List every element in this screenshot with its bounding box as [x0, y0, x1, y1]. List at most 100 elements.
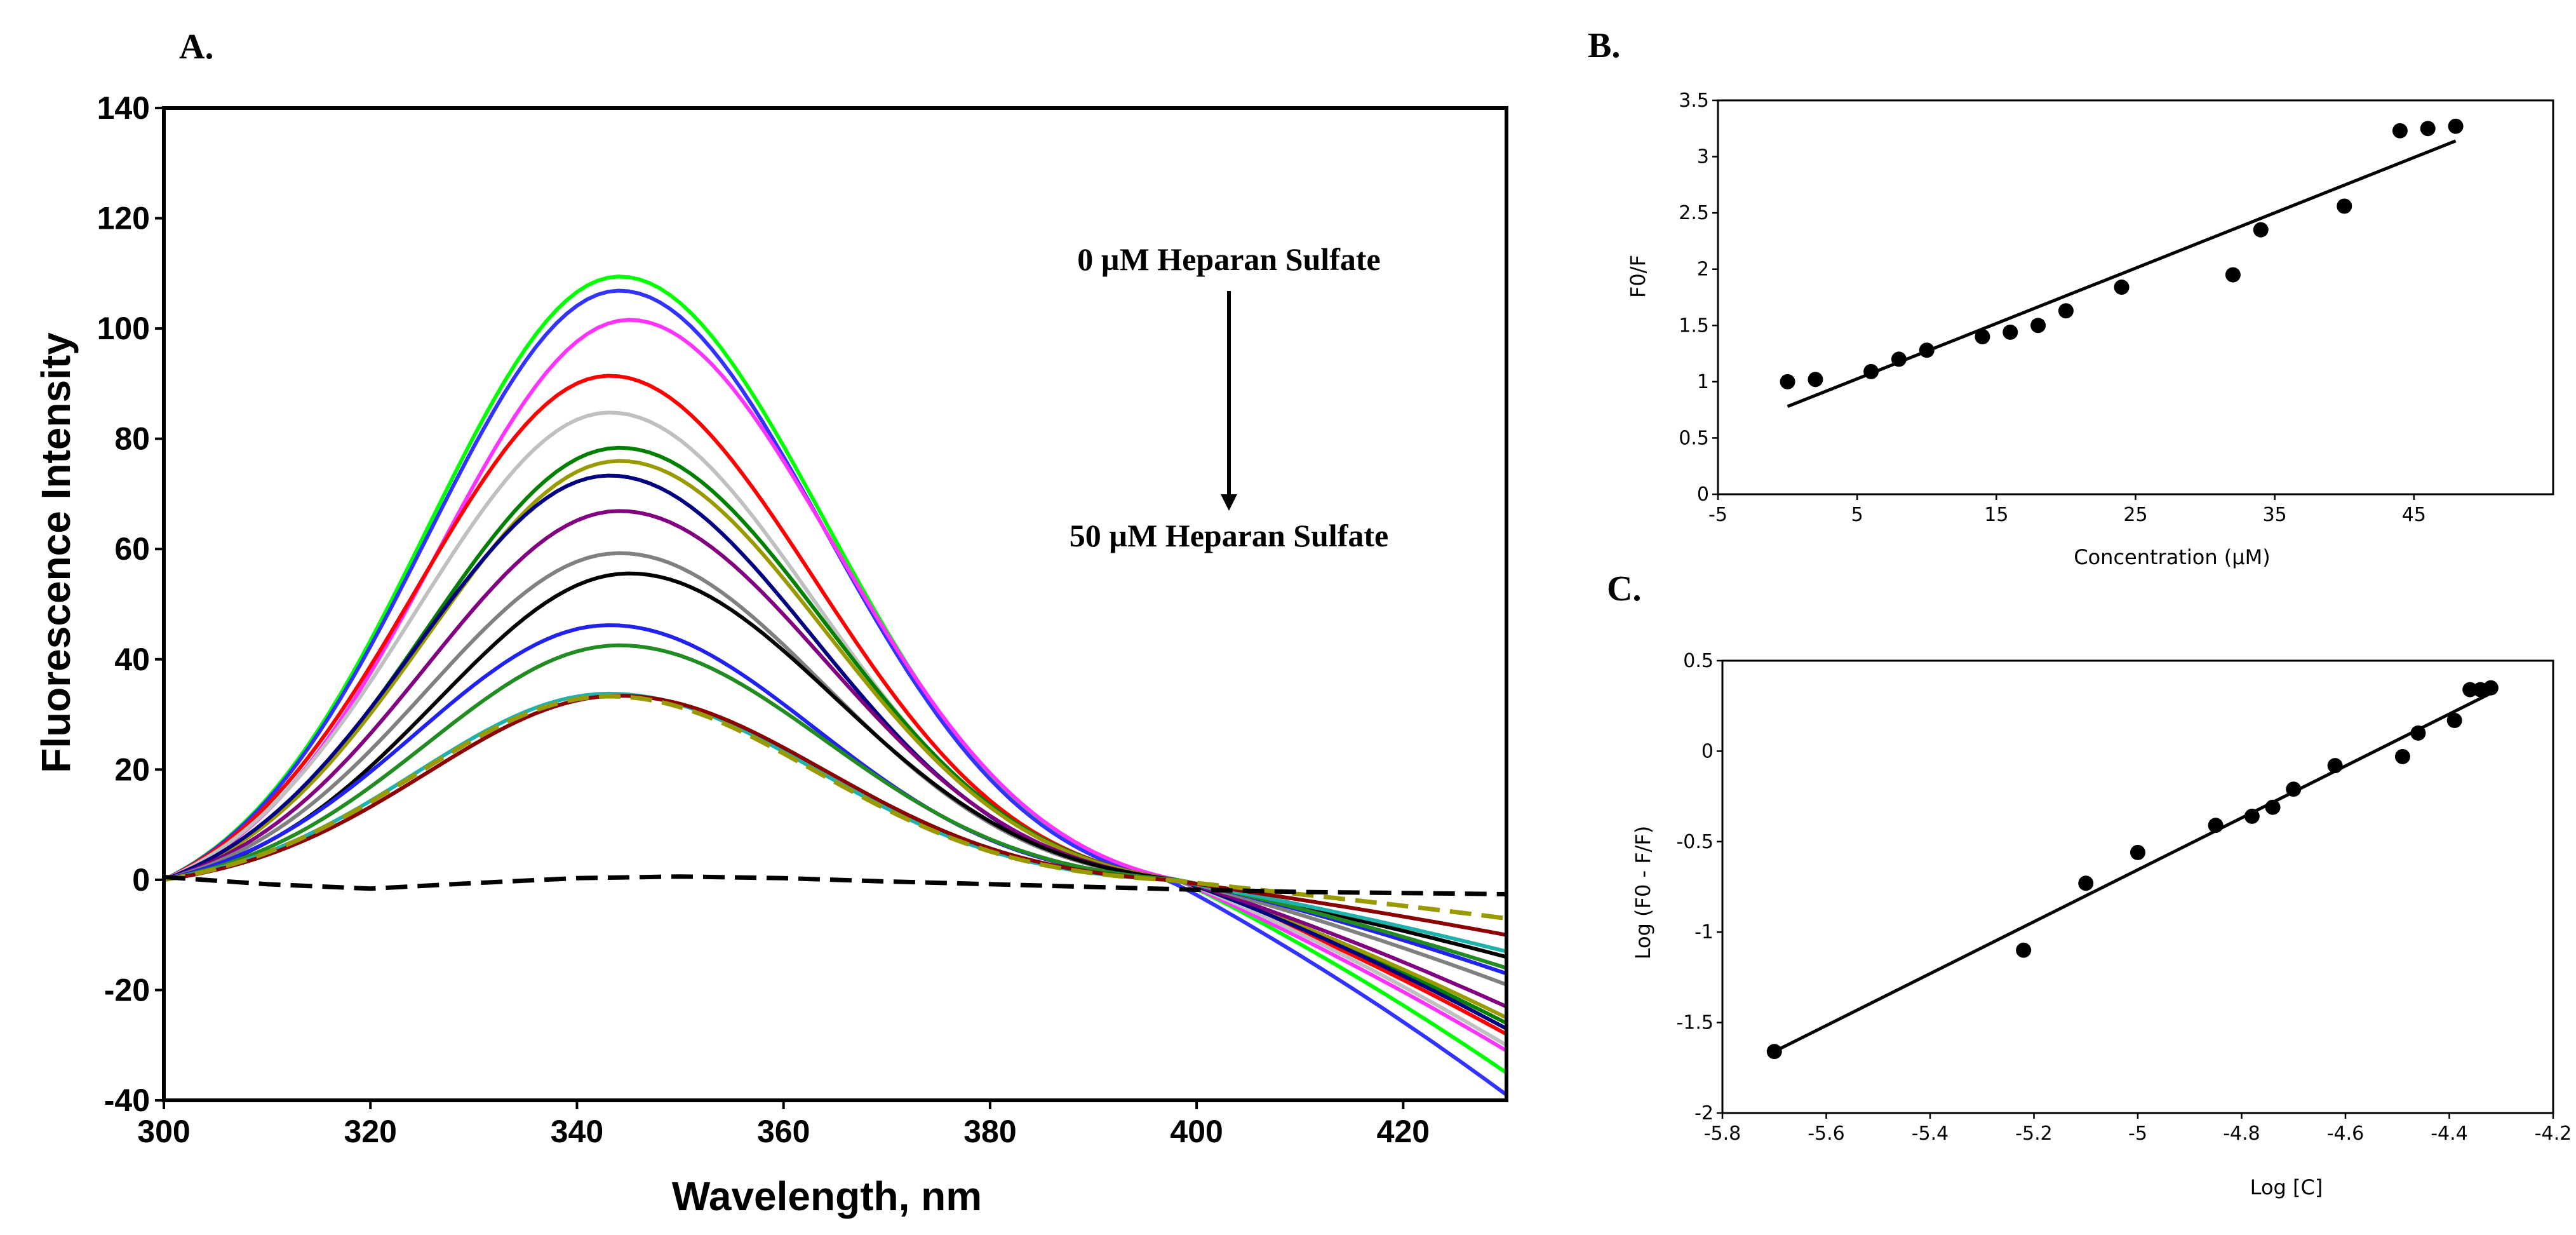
series-line — [163, 473, 1508, 1030]
panel-c-y-axis-title: Log (F0 - F/F) — [1631, 826, 1655, 960]
x-tick-label: 340 — [551, 1114, 603, 1149]
panel-a: A. 300 320 340 360 380 400 420 -40 -20 0 20 40 60 80 1… — [33, 27, 1508, 1219]
fit-line — [1787, 139, 2457, 408]
y-tick-label: -1 — [1694, 921, 1714, 943]
panel-c-x-axis-title: Log [C] — [2250, 1175, 2323, 1199]
series-line — [163, 318, 1508, 1053]
x-tick-label: 25 — [2123, 504, 2147, 526]
data-point — [1919, 342, 1935, 358]
panel-a-y-axis-title: Fluorescence Intensity — [33, 332, 79, 773]
panel-a-label: A. — [179, 27, 213, 67]
plot-frame — [1717, 99, 2554, 496]
plot-frame — [1721, 659, 2554, 1114]
y-tick-label: 1.5 — [1679, 314, 1709, 337]
y-tick-label: 2 — [1697, 259, 1709, 281]
panel-b-y-axis-title: F0/F — [1626, 255, 1650, 298]
panel-b-axes: -5 5 15 25 35 45 0 0.5 1 1.5 2 2.5 3 3.5 — [1679, 90, 2554, 526]
data-point — [2002, 324, 2018, 340]
annotation-arrow — [1221, 291, 1237, 511]
data-point — [2130, 844, 2145, 860]
x-tick-label: 15 — [1984, 504, 2008, 526]
series-line — [163, 509, 1508, 1009]
y-tick-label: 120 — [97, 201, 150, 236]
panel-a-x-axis-title: Wavelength, nm — [672, 1173, 982, 1219]
data-point — [2244, 808, 2260, 824]
data-point — [1891, 351, 1907, 367]
y-tick-label: 0 — [1701, 740, 1714, 762]
data-point — [2016, 942, 2032, 958]
y-tick-label: 0 — [132, 862, 150, 898]
x-tick-label: 35 — [2263, 504, 2287, 526]
series-line — [163, 374, 1508, 1036]
x-tick-label: -5.8 — [1704, 1123, 1741, 1145]
data-point — [2446, 712, 2462, 728]
y-tick-label: 60 — [114, 531, 150, 567]
panel-b-label: B. — [1588, 26, 1620, 65]
panel-c-axes: -5.8 -5.6 -5.4 -5.2 -5 -4.8 -4.6 -4.4 -4.2 -2 -1.5… — [1676, 650, 2572, 1145]
data-point — [2327, 758, 2343, 774]
x-tick-label: -4.4 — [2431, 1123, 2468, 1145]
data-point — [2114, 280, 2130, 295]
y-tick-label: 100 — [97, 311, 150, 346]
panel-c-marks — [1766, 680, 2499, 1060]
panel-c-label: C. — [1607, 569, 1641, 609]
series-line — [163, 274, 1508, 1075]
data-point — [2410, 725, 2426, 741]
x-tick-label: 380 — [963, 1114, 1016, 1149]
data-point — [2078, 875, 2094, 891]
fit-line — [1773, 692, 2492, 1053]
x-tick-label: 320 — [344, 1114, 397, 1149]
data-point — [1863, 363, 1879, 379]
data-point — [2392, 123, 2408, 138]
x-tick-label: -4.2 — [2535, 1123, 2572, 1145]
x-tick-label: 5 — [1851, 504, 1863, 526]
x-tick-label: -5 — [2128, 1123, 2147, 1145]
y-tick-label: -2 — [1694, 1102, 1714, 1124]
y-tick-label: 2.5 — [1679, 202, 1709, 224]
data-point — [2483, 680, 2499, 696]
data-point — [2448, 118, 2464, 134]
x-tick-label: -4.6 — [2327, 1123, 2365, 1145]
data-point — [1975, 329, 1990, 344]
y-tick-label: -0.5 — [1676, 831, 1714, 853]
data-point — [2265, 799, 2281, 815]
data-point — [2420, 121, 2436, 137]
x-tick-label: 400 — [1170, 1114, 1223, 1149]
panel-c: C. -5.8 -5.6 -5.4 -5.2 -5 -4.8 -4.6 -4.4 -4.2-2-… — [1607, 569, 2572, 1199]
data-point — [2286, 781, 2302, 797]
x-tick-label: -5.2 — [2015, 1123, 2053, 1145]
panel-a-curves — [163, 274, 1508, 1097]
data-point — [2337, 198, 2352, 214]
data-point — [2394, 748, 2410, 764]
x-tick-label: 300 — [137, 1114, 190, 1149]
data-point — [1780, 374, 1795, 389]
x-tick-label: 420 — [1377, 1114, 1430, 1149]
series-line — [163, 874, 1507, 896]
data-point — [2058, 303, 2074, 319]
x-tick-label: -5.6 — [1808, 1123, 1845, 1145]
y-tick-label: 0.5 — [1679, 427, 1709, 449]
data-point — [1808, 372, 1823, 388]
data-point — [2253, 222, 2269, 238]
annotation-start: 0 µM Heparan Sulfate — [1077, 241, 1380, 277]
y-tick-label: 1 — [1697, 371, 1709, 393]
y-tick-label: 0.5 — [1683, 650, 1714, 672]
y-tick-label: -1.5 — [1676, 1012, 1714, 1034]
data-point — [2208, 818, 2224, 833]
x-tick-label: 45 — [2402, 504, 2426, 526]
y-tick-label: 40 — [114, 642, 150, 677]
data-point — [1766, 1044, 1782, 1060]
data-point — [2030, 318, 2046, 334]
y-tick-label: -20 — [104, 972, 150, 1008]
series-line — [163, 643, 1507, 970]
y-tick-label: 140 — [97, 90, 150, 126]
series-line — [163, 694, 1507, 937]
x-tick-label: -5.4 — [1912, 1123, 1949, 1145]
y-tick-label: 20 — [114, 752, 150, 787]
panel-b-x-axis-title: Concentration (µM) — [2074, 545, 2270, 569]
annotation-end: 50 µM Heparan Sulfate — [1070, 518, 1388, 553]
y-tick-label: 0 — [1697, 483, 1709, 506]
panel-a-axes: 300 320 340 360 380 400 420 -40 -20 0 20 40 60 80 100 1… — [97, 90, 1508, 1149]
x-tick-label: -4.8 — [2223, 1123, 2260, 1145]
